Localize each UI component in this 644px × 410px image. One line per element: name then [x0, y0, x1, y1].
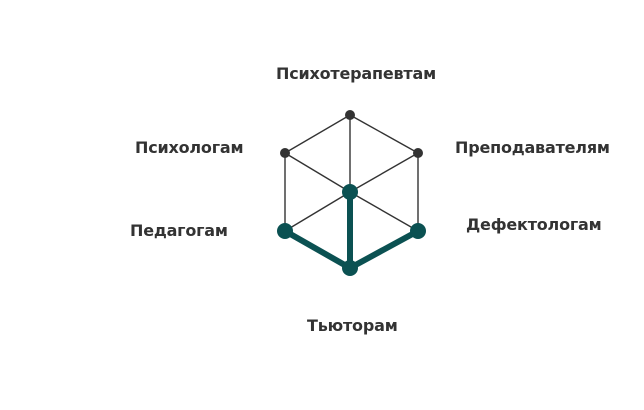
highlight-edge-lower-left-bottom [282, 228, 353, 271]
node-top [345, 110, 355, 120]
edge-top-upper-right [349, 114, 419, 154]
edge-upper-left-center [284, 152, 351, 193]
highlight-edges [282, 189, 421, 271]
label-top: Психотерапевтам [276, 64, 436, 83]
node-lower-left [277, 223, 293, 239]
node-lower-right [410, 223, 426, 239]
label-lower-left: Педагогам [130, 221, 228, 240]
node-center [342, 184, 358, 200]
small-nodes [280, 110, 423, 158]
edge-upper-right-center [349, 152, 419, 193]
cube-edges [284, 114, 419, 232]
edge-center-lower-left [284, 191, 351, 232]
label-upper-right: Преподавателям [455, 138, 610, 157]
edge-center-lower-right [349, 191, 419, 232]
label-lower-right: Дефектологам [466, 215, 602, 234]
node-upper-right [413, 148, 423, 158]
node-bottom [342, 260, 358, 276]
node-upper-left [280, 148, 290, 158]
label-upper-left: Психологам [135, 138, 244, 157]
label-bottom: Тьюторам [307, 316, 398, 335]
highlight-edge-lower-right-bottom [347, 228, 421, 271]
highlight-nodes [277, 184, 426, 276]
edge-top-upper-left [284, 114, 351, 154]
